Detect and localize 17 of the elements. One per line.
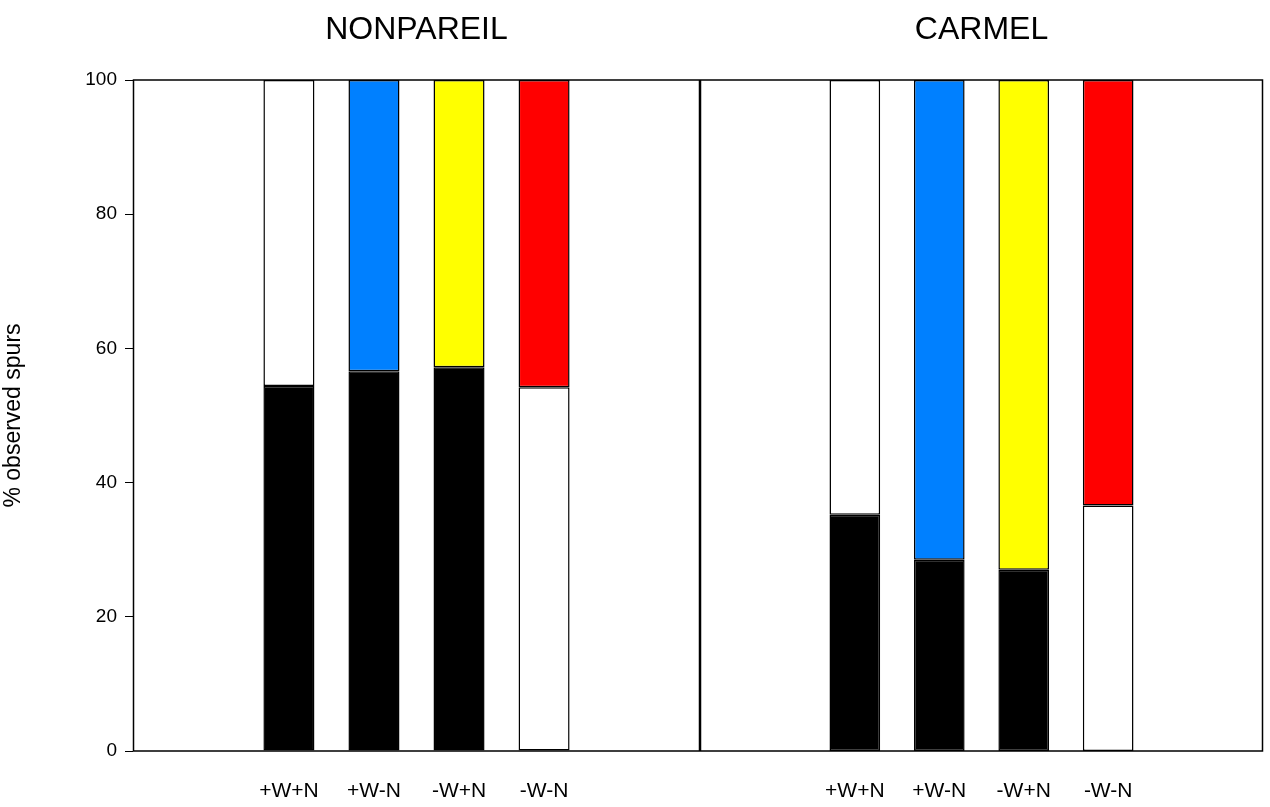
chart-title: NONPAREIL <box>325 9 508 46</box>
x-tick-label: -W-N <box>1083 778 1133 802</box>
x-tick-label: -W-N <box>519 778 569 802</box>
y-tick-label: 40 <box>95 470 117 492</box>
chart-title: CARMEL <box>914 9 1049 46</box>
x-tick-label: +W-N <box>347 778 401 802</box>
y-tick-label: 20 <box>95 605 117 627</box>
y-tick-label: 0 <box>106 739 117 761</box>
x-tick-label: +W+N <box>825 778 885 802</box>
x-tick-label: +W+N <box>259 778 319 802</box>
y-tick-label: 100 <box>85 68 117 90</box>
x-tick-label: +W-N <box>912 778 967 802</box>
y-tick-label: 80 <box>95 202 117 224</box>
y-axis-title: % observed spurs <box>0 323 26 508</box>
y-tick-label: 60 <box>95 336 117 358</box>
x-tick-label: -W+N <box>431 778 487 802</box>
x-tick-label: -W+N <box>996 778 1051 802</box>
